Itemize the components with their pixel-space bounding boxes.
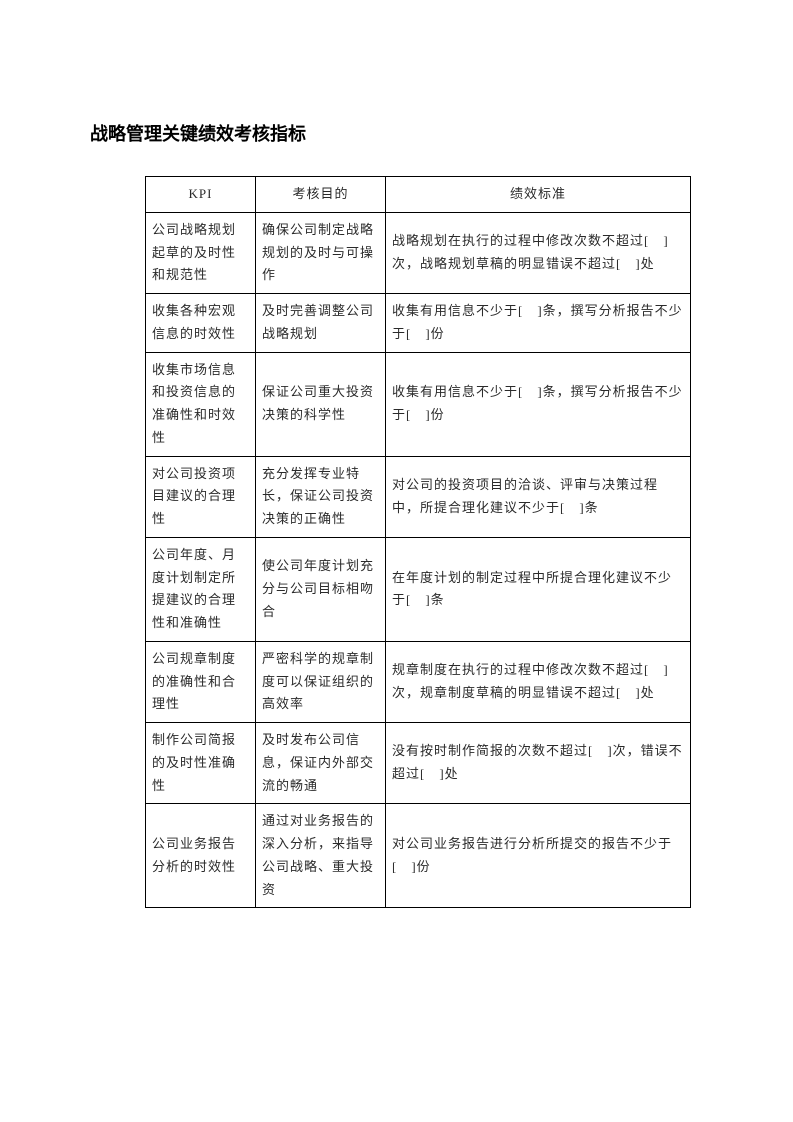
cell-standard: 对公司的投资项目的洽谈、评审与决策过程中，所提合理化建议不少于[ ]条 xyxy=(386,456,691,537)
table-row: 制作公司简报的及时性准确性 及时发布公司信息，保证内外部交流的畅通 没有按时制作… xyxy=(146,723,691,804)
kpi-table: KPI 考核目的 绩效标准 公司战略规划起草的及时性和规范性 确保公司制定战略规… xyxy=(145,176,691,908)
cell-kpi: 公司业务报告分析的时效性 xyxy=(146,804,256,908)
cell-purpose: 及时发布公司信息，保证内外部交流的畅通 xyxy=(256,723,386,804)
cell-standard: 规章制度在执行的过程中修改次数不超过[ ]次，规章制度草稿的明显错误不超过[ ]… xyxy=(386,641,691,722)
cell-kpi: 制作公司简报的及时性准确性 xyxy=(146,723,256,804)
col-header-standard: 绩效标准 xyxy=(386,177,691,213)
table-row: 对公司投资项目建议的合理性 充分发挥专业特长，保证公司投资决策的正确性 对公司的… xyxy=(146,456,691,537)
cell-purpose: 严密科学的规章制度可以保证组织的高效率 xyxy=(256,641,386,722)
cell-standard: 对公司业务报告进行分析所提交的报告不少于[ ]份 xyxy=(386,804,691,908)
table-row: 收集市场信息和投资信息的准确性和时效性 保证公司重大投资决策的科学性 收集有用信… xyxy=(146,352,691,456)
cell-kpi: 对公司投资项目建议的合理性 xyxy=(146,456,256,537)
cell-kpi: 公司规章制度的准确性和合理性 xyxy=(146,641,256,722)
table-header-row: KPI 考核目的 绩效标准 xyxy=(146,177,691,213)
table-row: 收集各种宏观信息的时效性 及时完善调整公司战略规划 收集有用信息不少于[ ]条，… xyxy=(146,294,691,353)
page-title: 战略管理关键绩效考核指标 xyxy=(90,120,703,146)
table-row: 公司战略规划起草的及时性和规范性 确保公司制定战略规划的及时与可操作 战略规划在… xyxy=(146,212,691,293)
col-header-purpose: 考核目的 xyxy=(256,177,386,213)
table-row: 公司年度、月度计划制定所提建议的合理性和准确性 使公司年度计划充分与公司目标相吻… xyxy=(146,537,691,641)
cell-standard: 收集有用信息不少于[ ]条，撰写分析报告不少于[ ]份 xyxy=(386,352,691,456)
cell-kpi: 收集各种宏观信息的时效性 xyxy=(146,294,256,353)
cell-purpose: 确保公司制定战略规划的及时与可操作 xyxy=(256,212,386,293)
cell-standard: 战略规划在执行的过程中修改次数不超过[ ]次，战略规划草稿的明显错误不超过[ ]… xyxy=(386,212,691,293)
cell-purpose: 充分发挥专业特长，保证公司投资决策的正确性 xyxy=(256,456,386,537)
cell-kpi: 收集市场信息和投资信息的准确性和时效性 xyxy=(146,352,256,456)
cell-standard: 没有按时制作简报的次数不超过[ ]次，错误不超过[ ]处 xyxy=(386,723,691,804)
cell-purpose: 通过对业务报告的深入分析，来指导公司战略、重大投资 xyxy=(256,804,386,908)
col-header-kpi: KPI xyxy=(146,177,256,213)
cell-standard: 收集有用信息不少于[ ]条，撰写分析报告不少于[ ]份 xyxy=(386,294,691,353)
cell-purpose: 使公司年度计划充分与公司目标相吻合 xyxy=(256,537,386,641)
table-row: 公司业务报告分析的时效性 通过对业务报告的深入分析，来指导公司战略、重大投资 对… xyxy=(146,804,691,908)
cell-purpose: 及时完善调整公司战略规划 xyxy=(256,294,386,353)
cell-standard: 在年度计划的制定过程中所提合理化建议不少于[ ]条 xyxy=(386,537,691,641)
cell-purpose: 保证公司重大投资决策的科学性 xyxy=(256,352,386,456)
table-row: 公司规章制度的准确性和合理性 严密科学的规章制度可以保证组织的高效率 规章制度在… xyxy=(146,641,691,722)
cell-kpi: 公司年度、月度计划制定所提建议的合理性和准确性 xyxy=(146,537,256,641)
cell-kpi: 公司战略规划起草的及时性和规范性 xyxy=(146,212,256,293)
